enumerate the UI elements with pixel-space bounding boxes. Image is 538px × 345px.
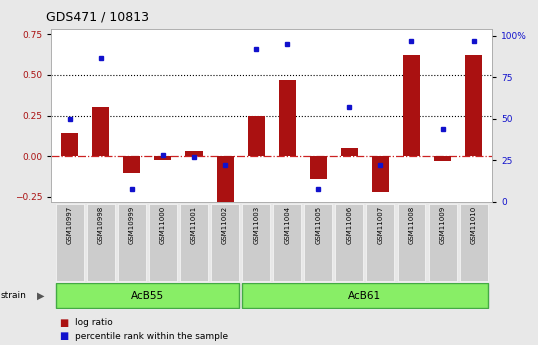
Text: AcB61: AcB61 — [348, 291, 381, 301]
Bar — [242, 284, 487, 308]
Text: GSM11005: GSM11005 — [315, 206, 321, 244]
Bar — [465, 55, 482, 156]
Bar — [87, 204, 115, 281]
Bar — [310, 156, 327, 179]
Bar — [247, 116, 265, 156]
Text: ■: ■ — [59, 318, 68, 327]
Text: GSM11000: GSM11000 — [160, 206, 166, 244]
Text: GDS471 / 10813: GDS471 / 10813 — [46, 10, 148, 23]
Bar — [149, 204, 177, 281]
Text: GSM11002: GSM11002 — [222, 206, 228, 244]
Text: GSM11008: GSM11008 — [408, 206, 414, 244]
Bar — [434, 156, 451, 161]
Text: ■: ■ — [59, 332, 68, 341]
Bar — [279, 80, 296, 156]
Text: GSM11007: GSM11007 — [378, 206, 384, 244]
Bar — [56, 284, 239, 308]
Bar — [154, 156, 172, 159]
Bar — [403, 55, 420, 156]
Bar — [186, 151, 203, 156]
Bar — [216, 156, 233, 205]
Text: GSM11010: GSM11010 — [471, 206, 477, 244]
Bar — [372, 156, 389, 192]
Bar — [366, 204, 394, 281]
Bar — [123, 156, 140, 172]
Bar — [61, 134, 79, 156]
Text: ▶: ▶ — [37, 291, 45, 301]
Text: percentile rank within the sample: percentile rank within the sample — [75, 332, 229, 341]
Bar — [211, 204, 239, 281]
Bar — [335, 204, 363, 281]
Text: GSM11006: GSM11006 — [346, 206, 352, 244]
Text: log ratio: log ratio — [75, 318, 113, 327]
Text: strain: strain — [1, 291, 26, 300]
Text: GSM11004: GSM11004 — [284, 206, 290, 244]
Text: GSM10997: GSM10997 — [67, 206, 73, 244]
Bar — [93, 107, 109, 156]
Bar — [398, 204, 426, 281]
Bar — [429, 204, 457, 281]
Bar — [305, 204, 332, 281]
Bar — [56, 204, 84, 281]
Text: AcB55: AcB55 — [131, 291, 164, 301]
Text: GSM10999: GSM10999 — [129, 206, 135, 244]
Bar — [180, 204, 208, 281]
Bar — [118, 204, 146, 281]
Text: GSM11001: GSM11001 — [191, 206, 197, 244]
Text: GSM11009: GSM11009 — [440, 206, 445, 244]
Bar — [459, 204, 487, 281]
Bar — [273, 204, 301, 281]
Text: GSM11003: GSM11003 — [253, 206, 259, 244]
Bar — [341, 148, 358, 156]
Text: GSM10998: GSM10998 — [98, 206, 104, 244]
Bar — [242, 204, 270, 281]
